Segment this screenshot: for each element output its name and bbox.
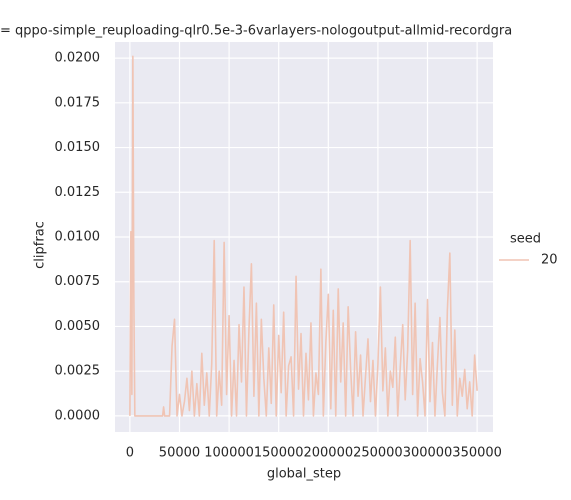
- y-tick-label: 0.0200: [55, 51, 101, 66]
- chart-title: = qppo-simple_reuploading-qlr0.5e-3-6var…: [0, 24, 512, 39]
- x-axis-label: global_step: [267, 467, 341, 482]
- y-tick-label: 0.0125: [55, 185, 101, 200]
- y-tick-label: 0.0075: [55, 274, 101, 289]
- legend-title: seed: [510, 232, 541, 247]
- x-tick-label: 0: [126, 446, 134, 461]
- x-tick-label: 300000: [403, 446, 453, 461]
- x-tick-label: 150000: [254, 446, 304, 461]
- legend-label: 20: [541, 253, 558, 268]
- y-tick-label: 0.0100: [55, 230, 101, 245]
- y-tick-label: 0.0050: [55, 319, 101, 334]
- y-tick-label: 0.0000: [55, 408, 101, 423]
- y-tick-label: 0.0175: [55, 95, 101, 110]
- x-tick-label: 250000: [353, 446, 403, 461]
- y-tick-label: 0.0025: [55, 364, 101, 379]
- x-tick-label: 350000: [452, 446, 502, 461]
- y-tick-label: 0.0150: [55, 140, 101, 155]
- x-tick-label: 200000: [303, 446, 353, 461]
- x-tick-label: 50000: [159, 446, 200, 461]
- x-tick-label: 100000: [204, 446, 254, 461]
- y-axis-label: clipfrac: [33, 221, 48, 269]
- line-series: [129, 55, 478, 417]
